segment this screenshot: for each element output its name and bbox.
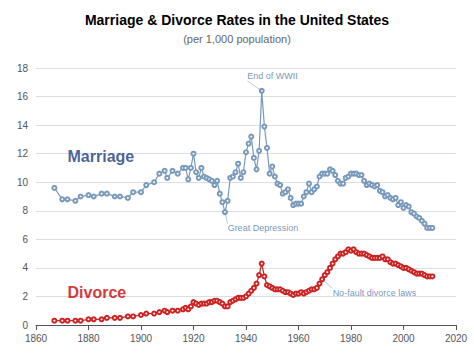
- svg-text:10: 10: [17, 177, 29, 188]
- svg-text:Marriage: Marriage: [68, 148, 135, 165]
- svg-text:1880: 1880: [77, 333, 100, 344]
- svg-text:2: 2: [22, 291, 28, 302]
- svg-text:6: 6: [22, 234, 28, 245]
- svg-text:8: 8: [22, 205, 28, 216]
- svg-text:(per 1,000 population): (per 1,000 population): [183, 33, 291, 45]
- svg-text:1940: 1940: [235, 333, 258, 344]
- svg-text:2000: 2000: [392, 333, 415, 344]
- svg-text:16: 16: [17, 91, 29, 102]
- svg-text:Great Depression: Great Depression: [228, 223, 299, 233]
- svg-text:1900: 1900: [130, 333, 153, 344]
- svg-text:End of WWII: End of WWII: [247, 71, 298, 81]
- svg-text:14: 14: [17, 120, 29, 131]
- svg-text:0: 0: [22, 320, 28, 331]
- svg-text:1980: 1980: [340, 333, 363, 344]
- svg-text:1960: 1960: [287, 333, 310, 344]
- svg-text:Divorce: Divorce: [68, 284, 127, 301]
- svg-text:Marriage & Divorce Rates in th: Marriage & Divorce Rates in the United S…: [85, 12, 389, 28]
- svg-text:4: 4: [22, 262, 28, 273]
- svg-text:No-fault divorce laws: No-fault divorce laws: [333, 288, 417, 298]
- svg-text:12: 12: [17, 148, 29, 159]
- svg-text:18: 18: [17, 63, 29, 74]
- svg-text:2020: 2020: [445, 333, 468, 344]
- svg-text:1920: 1920: [182, 333, 205, 344]
- svg-text:1860: 1860: [25, 333, 48, 344]
